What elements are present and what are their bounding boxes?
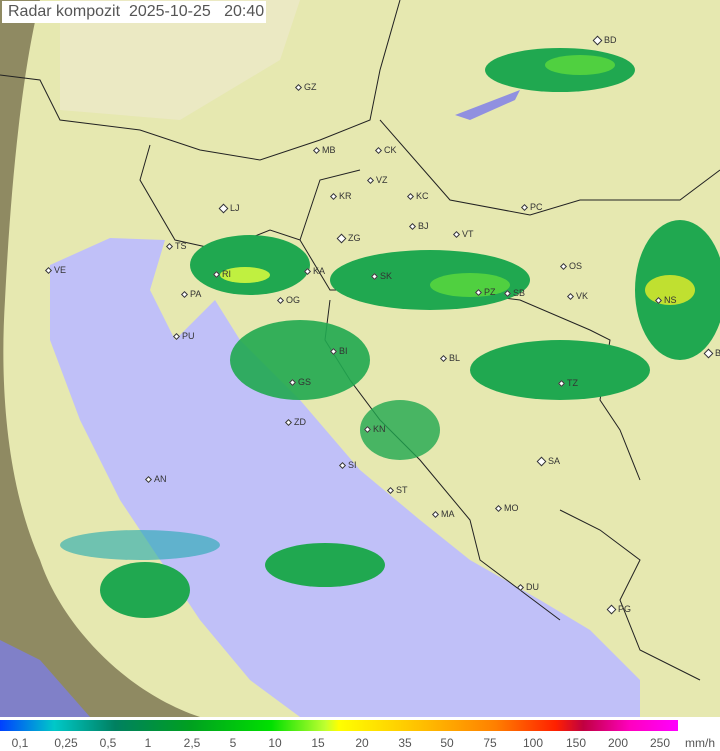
city-label: SB bbox=[505, 288, 525, 298]
radar-map[interactable] bbox=[0, 0, 720, 717]
city-label: VE bbox=[46, 265, 66, 275]
city-label: PU bbox=[174, 331, 195, 341]
legend-tick: 1 bbox=[144, 736, 152, 750]
city-label: BI bbox=[331, 346, 348, 356]
legend-tick: 15 bbox=[311, 736, 325, 750]
city-label: MO bbox=[496, 503, 519, 513]
city-label: CK bbox=[376, 145, 397, 155]
city-label: KA bbox=[305, 266, 325, 276]
city-label: MB bbox=[314, 145, 336, 155]
city-label: VT bbox=[454, 229, 474, 239]
legend-tick: 200 bbox=[607, 736, 629, 750]
legend-tick: 50 bbox=[440, 736, 454, 750]
legend-tick: 2,5 bbox=[183, 736, 201, 750]
city-label: PZ bbox=[476, 287, 496, 297]
legend-tick: 75 bbox=[483, 736, 497, 750]
city-label: VZ bbox=[368, 175, 388, 185]
legend-tick: 10 bbox=[268, 736, 282, 750]
city-label: BJ bbox=[410, 221, 429, 231]
city-label: DU bbox=[518, 582, 539, 592]
city-label: ST bbox=[388, 485, 408, 495]
city-label: ZG bbox=[338, 233, 361, 243]
legend-tick: 0,5 bbox=[99, 736, 117, 750]
city-label: SI bbox=[340, 460, 357, 470]
adriatic-sea bbox=[50, 238, 640, 717]
city-label: LJ bbox=[220, 203, 240, 213]
city-label: BG bbox=[705, 348, 720, 358]
city-label: ZD bbox=[286, 417, 306, 427]
city-label: BL bbox=[441, 353, 460, 363]
precipitation-echoes bbox=[60, 48, 720, 618]
city-label: KN bbox=[365, 424, 386, 434]
legend-tick: 0,1 bbox=[11, 736, 29, 750]
legend-tick: 150 bbox=[565, 736, 587, 750]
title-date: 2025-10-25 bbox=[128, 3, 211, 20]
city-label: MA bbox=[433, 509, 455, 519]
legend-tick: 250 bbox=[649, 736, 671, 750]
legend-tick: 100 bbox=[522, 736, 544, 750]
city-label: TZ bbox=[559, 378, 578, 388]
city-label: KR bbox=[331, 191, 352, 201]
legend-tick: 0,25 bbox=[54, 736, 78, 750]
legend-tick: 5 bbox=[229, 736, 237, 750]
city-label: PA bbox=[182, 289, 201, 299]
radar-title: Radar kompozit 2025-10-25 20:40 bbox=[2, 1, 266, 23]
title-time: 20:40 bbox=[224, 3, 265, 20]
city-label: PG bbox=[608, 604, 631, 614]
legend-tick: 20 bbox=[355, 736, 369, 750]
city-label: SA bbox=[538, 456, 560, 466]
city-label: BD bbox=[594, 35, 617, 45]
tyrrhenian-sea bbox=[0, 640, 90, 717]
city-label: NS bbox=[656, 295, 677, 305]
city-label: VK bbox=[568, 291, 588, 301]
city-label: GZ bbox=[296, 82, 317, 92]
city-label: TS bbox=[167, 241, 187, 251]
city-label: AN bbox=[146, 474, 167, 484]
alps-terrain bbox=[60, 0, 300, 120]
city-label: OG bbox=[278, 295, 300, 305]
city-label: SK bbox=[372, 271, 392, 281]
city-label: GS bbox=[290, 377, 311, 387]
legend-tick: 35 bbox=[398, 736, 412, 750]
title-text: Radar kompozit bbox=[8, 3, 121, 20]
lake-balaton bbox=[455, 90, 520, 120]
legend-color-scale bbox=[0, 720, 678, 731]
city-label: OS bbox=[561, 261, 582, 271]
city-label: RI bbox=[214, 269, 231, 279]
city-label: KC bbox=[408, 191, 429, 201]
legend-unit: mm/h bbox=[685, 736, 715, 750]
city-label: PC bbox=[522, 202, 543, 212]
